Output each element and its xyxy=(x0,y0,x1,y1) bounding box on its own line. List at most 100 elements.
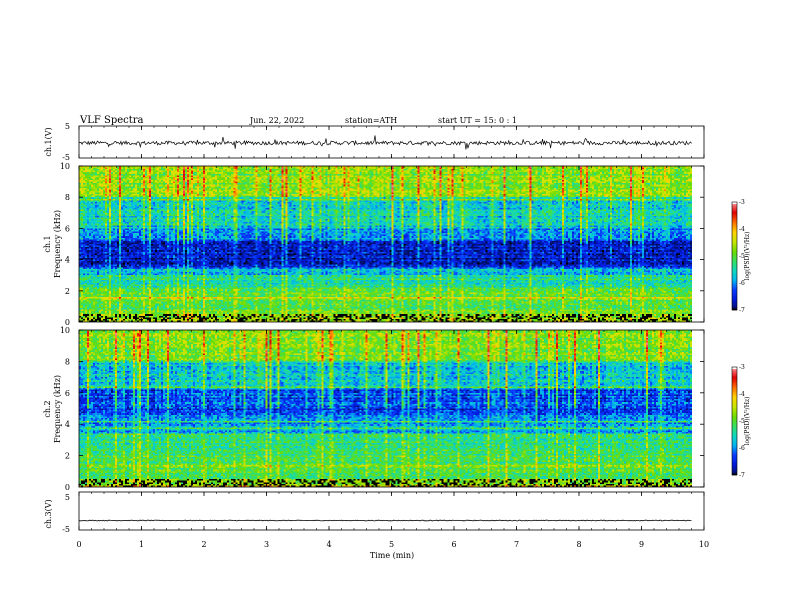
ch2-spectrogram-yticks: 0 2 4 6 8 10 xyxy=(60,326,704,492)
ch2-colorbar-swatch xyxy=(732,424,737,427)
x-axis-label: Time (min) xyxy=(370,551,414,560)
ch1-colorbar-swatch xyxy=(732,216,737,219)
ch1-waveform-panel: 5 -5 ch.1(V) xyxy=(44,122,705,162)
ch1-colorbar-swatch xyxy=(732,250,737,253)
ch2-colorbar-swatch xyxy=(732,448,737,451)
ch2-colorbar-tick--4: -4 xyxy=(739,391,745,398)
ch1-ytick-top: 5 xyxy=(65,122,70,131)
ch1-colorbar-swatch xyxy=(732,297,737,300)
ch1-spectrogram-yticks: 0 2 4 6 8 10 xyxy=(60,162,704,327)
ch2-colorbar-swatch xyxy=(732,410,737,413)
ch2-colorbar-swatch xyxy=(732,437,737,440)
ch3-waveform-frame xyxy=(78,491,705,531)
ch2-colorbar-swatch xyxy=(732,455,737,458)
ch1-colorbar-tick--3: -3 xyxy=(739,199,745,206)
ch1-colorbar-swatch xyxy=(732,275,737,278)
ch2-colorbar-swatch xyxy=(732,467,737,470)
ch2-colorbar-swatch xyxy=(732,404,737,407)
ch2-colorbar-swatch xyxy=(732,367,737,370)
ch2-colorbar-swatch xyxy=(732,383,737,386)
ch1-colorbar-swatch xyxy=(732,238,737,241)
ch1-colorbar-swatch xyxy=(732,241,737,244)
station-label: station=ATH xyxy=(345,116,397,125)
ch2-colorbar-swatch xyxy=(732,444,737,447)
x-tick-label-0: 0 xyxy=(76,540,81,549)
ch1-colorbar-swatch xyxy=(732,299,737,302)
ch2-ytick-4: 4 xyxy=(65,420,70,429)
ch1-trace-line xyxy=(78,135,692,150)
ch1-colorbar-swatch xyxy=(732,227,737,230)
ch1-colorbar-tick--7: -7 xyxy=(739,307,745,314)
ch1-colorbar-swatch xyxy=(732,252,737,255)
ch2-colorbar-swatch xyxy=(732,379,737,382)
ch1-colorbar-swatch xyxy=(732,292,737,295)
ch2-colorbar-swatch xyxy=(732,392,737,395)
ch2-colorbar-swatch xyxy=(732,442,737,445)
ch1-colorbar-swatch xyxy=(732,304,737,307)
ch2-colorbar-swatch xyxy=(732,406,737,409)
ch2-colorbar-swatch xyxy=(732,386,737,389)
ch2-colorbar-swatch xyxy=(732,458,737,461)
ch1-colorbar-swatch xyxy=(732,293,737,296)
ch2-colorbar-swatch xyxy=(732,394,737,397)
ch1-spectrogram-image xyxy=(79,166,692,322)
x-tick-label-2: 2 xyxy=(201,540,206,549)
ch3-waveform-ylabel: ch.3(V) xyxy=(44,499,53,528)
ch2-colorbar-swatch xyxy=(732,433,737,436)
ch1-ylabel-frequency: Frequency (kHz) xyxy=(53,210,62,278)
ch1-colorbar-swatch xyxy=(732,247,737,250)
x-tick-label-6: 6 xyxy=(451,540,456,549)
ch2-colorbar-swatch xyxy=(732,401,737,404)
ch2-colorbar-swatch xyxy=(732,403,737,406)
ch1-colorbar-swatch xyxy=(732,212,737,215)
ch2-ytick-0: 0 xyxy=(65,483,70,492)
x-tick-label-1: 1 xyxy=(139,540,144,549)
ch3-ytick-bottom: -5 xyxy=(62,525,70,534)
ch1-colorbar-swatch xyxy=(732,218,737,221)
ch1-colorbar-swatch xyxy=(732,270,737,273)
ch2-colorbar-swatch xyxy=(732,395,737,398)
ch1-colorbar-swatch xyxy=(732,239,737,242)
ch2-colorbar-swatch xyxy=(732,466,737,469)
ch2-colorbar-tick--7: -7 xyxy=(739,472,745,479)
ch2-colorbar-swatch xyxy=(732,453,737,456)
figure-title: VLF Spectra xyxy=(79,115,144,126)
ch2-colorbar-tick--6: -6 xyxy=(739,445,745,452)
ch1-colorbar-swatch xyxy=(732,272,737,275)
ch2-colorbar-swatch xyxy=(732,417,737,420)
x-tick-label-10: 10 xyxy=(699,540,709,549)
ch1-colorbar-swatch xyxy=(732,288,737,291)
ch1-colorbar-swatch xyxy=(732,214,737,217)
ch1-colorbar-swatch xyxy=(732,259,737,262)
x-tick-label-7: 7 xyxy=(514,540,519,549)
ch2-colorbar-swatch xyxy=(732,385,737,388)
ch1-colorbar-swatch xyxy=(732,268,737,271)
ch1-colorbar-tick--4: -4 xyxy=(739,226,745,233)
ch1-colorbar-swatch xyxy=(732,254,737,257)
ch1-ytick-8: 8 xyxy=(65,193,70,202)
ch2-colorbar-swatch xyxy=(732,451,737,454)
ch2-colorbar-swatch xyxy=(732,376,737,379)
ch2-colorbar-swatch xyxy=(732,440,737,443)
ch3-trace-line xyxy=(78,519,692,522)
ch1-colorbar-label: log(PSD)(V²/Hz) xyxy=(744,232,751,281)
ch1-colorbar-swatch xyxy=(732,207,737,210)
ch2-ylabel-channel: ch.2 xyxy=(43,400,52,417)
ch1-colorbar-swatch xyxy=(732,236,737,239)
ch2-colorbar-swatch xyxy=(732,399,737,402)
ch2-colorbar-swatch xyxy=(732,473,737,476)
ch1-colorbar-swatch xyxy=(732,290,737,293)
ch2-colorbar-swatch xyxy=(732,368,737,371)
ch1-spectrogram-ylabel: ch.1 xyxy=(43,235,52,252)
ch3-waveform-panel: 5 -5 ch.3(V) xyxy=(44,491,705,534)
ch2-colorbar-swatch xyxy=(732,428,737,431)
ch2-colorbar-swatch xyxy=(732,390,737,393)
ch2-colorbar-swatch xyxy=(732,471,737,474)
ch1-ytick-2: 2 xyxy=(65,287,70,296)
ch1-waveform-ylabel: ch.1(V) xyxy=(44,127,53,156)
ch2-colorbar-swatch xyxy=(732,449,737,452)
ch1-waveform-frame xyxy=(78,125,705,159)
ch2-colorbar-swatch xyxy=(732,381,737,384)
ch2-colorbar-swatch xyxy=(732,419,737,422)
